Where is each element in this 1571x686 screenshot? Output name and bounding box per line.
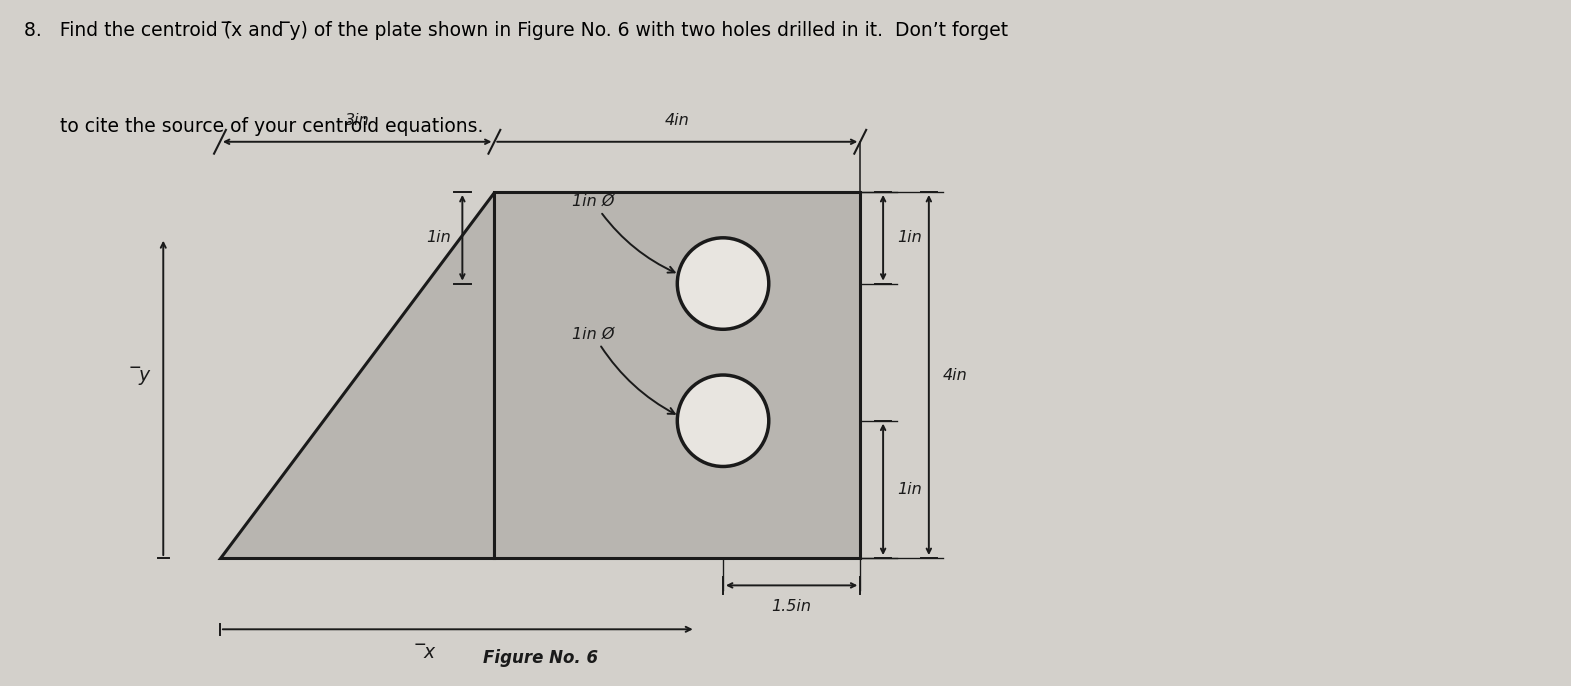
Circle shape [677,375,768,466]
Text: Figure No. 6: Figure No. 6 [482,650,597,667]
Text: 1in Ø: 1in Ø [572,327,676,414]
Text: 4in: 4in [943,368,968,383]
Text: 3in: 3in [344,113,369,128]
Bar [495,192,861,558]
Text: to cite the source of your centroid equations.: to cite the source of your centroid equa… [24,117,482,136]
Text: 1in: 1in [897,482,922,497]
Text: ̅y: ̅y [140,366,151,385]
Text: 4in: 4in [665,113,690,128]
Polygon shape [220,192,495,558]
Text: 8.   Find the centroid (̅x and ̅y) of the plate shown in Figure No. 6 with two h: 8. Find the centroid (̅x and ̅y) of the … [24,21,1007,40]
Text: 1in Ø: 1in Ø [572,193,674,272]
Text: 1.5in: 1.5in [771,599,812,614]
Text: 1in: 1in [427,230,451,246]
Circle shape [677,238,768,329]
Text: ̅x: ̅x [424,643,435,662]
Text: 1in: 1in [897,230,922,246]
